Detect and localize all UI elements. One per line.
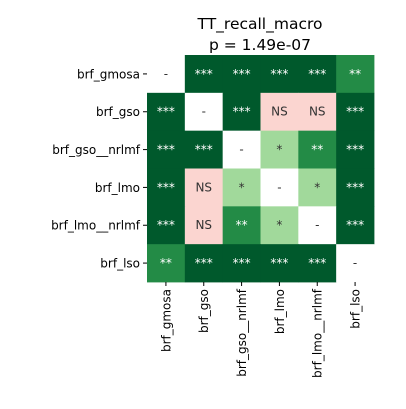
heatmap-cell-label: *** bbox=[157, 143, 175, 157]
heatmap-cell bbox=[336, 92, 375, 132]
heatmap-cell-label: NS bbox=[271, 105, 288, 119]
heatmap-cell bbox=[336, 206, 375, 245]
heatmap-cell bbox=[147, 130, 186, 169]
heatmap-cell bbox=[184, 244, 224, 283]
heatmap-cell-label: *** bbox=[157, 105, 175, 119]
heatmap-cell bbox=[298, 55, 337, 94]
column-tick-label: brf_lso bbox=[349, 289, 363, 329]
heatmap-cell bbox=[147, 92, 186, 132]
heatmap-cell bbox=[222, 92, 261, 132]
heatmap-cell-label: *** bbox=[157, 180, 175, 194]
heatmap-cell-label: *** bbox=[195, 143, 213, 157]
heatmap-cell bbox=[298, 168, 337, 207]
heatmap-cell-label: *** bbox=[233, 67, 251, 81]
heatmap-cell bbox=[336, 244, 375, 283]
heatmap-cell bbox=[260, 168, 299, 207]
heatmap-cell-label: *** bbox=[233, 256, 251, 270]
heatmap-cell-label: ** bbox=[236, 218, 248, 232]
heatmap-cell bbox=[298, 206, 337, 245]
heatmap-cell bbox=[260, 130, 299, 169]
heatmap-cell-label: *** bbox=[195, 67, 213, 81]
heatmap-cell bbox=[260, 244, 299, 283]
heatmap-cell-label: *** bbox=[270, 256, 288, 270]
heatmap-cell-label: ** bbox=[311, 143, 323, 157]
heatmap-cell bbox=[147, 206, 186, 245]
heatmap-cell bbox=[298, 244, 337, 283]
heatmap-cell-label: - bbox=[315, 218, 319, 232]
heatmap-cell bbox=[260, 92, 299, 132]
heatmap-cell bbox=[298, 92, 337, 132]
heatmap-cell-label: ** bbox=[349, 67, 361, 81]
row-tick-label: brf_gso bbox=[96, 105, 140, 119]
column-tick-label: brf_gso bbox=[197, 289, 211, 333]
heatmap-cell bbox=[222, 55, 261, 94]
heatmap-cell-label: * bbox=[314, 180, 320, 194]
heatmap-cell-label: - bbox=[277, 180, 281, 194]
heatmap-cell bbox=[147, 244, 186, 283]
heatmap-cell-label: *** bbox=[346, 143, 364, 157]
heatmap-cell bbox=[260, 55, 299, 94]
chart-title: TT_recall_macro bbox=[197, 15, 323, 34]
heatmap-cell-label: *** bbox=[346, 218, 364, 232]
heatmap-cell bbox=[336, 168, 375, 207]
heatmap-cell bbox=[222, 130, 261, 169]
heatmap-cell-label: * bbox=[239, 180, 245, 194]
heatmap-cell bbox=[147, 168, 186, 207]
row-tick-label: brf_lmo__nrlmf bbox=[51, 219, 141, 233]
heatmap-cell bbox=[184, 55, 224, 94]
heatmap-cell-label: *** bbox=[308, 67, 326, 81]
heatmap-cell bbox=[336, 55, 375, 94]
column-tick-label: brf_gmosa bbox=[159, 289, 173, 352]
heatmap-cell-label: * bbox=[276, 143, 282, 157]
heatmap-cell-label: - bbox=[202, 105, 206, 119]
row-tick-labels: brf_gmosa brf_gso brf_gso__nrlmf brf_lmobrf… bbox=[51, 67, 147, 271]
row-tick-label: brf_lmo bbox=[95, 181, 140, 195]
heatmap-cell-label: - bbox=[164, 67, 168, 81]
heatmap-cell bbox=[260, 206, 299, 245]
heatmap-cell bbox=[184, 168, 224, 207]
heatmap-cell bbox=[184, 206, 224, 245]
heatmap-cell bbox=[298, 130, 337, 169]
heatmap-cell-label: *** bbox=[270, 67, 288, 81]
heatmap-cell-label: - bbox=[353, 256, 357, 270]
heatmap-cell-label: *** bbox=[308, 256, 326, 270]
chart-subtitle: p = 1.49e-07 bbox=[209, 36, 311, 54]
heatmap-cell-label: ** bbox=[160, 256, 172, 270]
heatmap-cell bbox=[222, 206, 261, 245]
heatmap-cell-label: - bbox=[239, 143, 243, 157]
heatmap-cell-label: NS bbox=[195, 180, 212, 194]
row-tick-label: brf_gso__nrlmf bbox=[52, 143, 141, 157]
heatmap-cell-label: *** bbox=[157, 218, 175, 232]
heatmap-cell-label: NS bbox=[309, 105, 326, 119]
heatmap-cell-label: *** bbox=[346, 180, 364, 194]
heatmap-cell bbox=[222, 168, 261, 207]
heatmap-cell-label: *** bbox=[233, 105, 251, 119]
heatmap-cell-label: *** bbox=[195, 256, 213, 270]
heatmap-cell bbox=[184, 130, 224, 169]
heatmap-cells: - *** *** *** *** ***** - *** NS NS ****** *** - * ** *… bbox=[147, 55, 375, 283]
heatmap-cell-label: * bbox=[276, 218, 282, 232]
row-tick-label: brf_gmosa bbox=[77, 67, 140, 81]
column-tick-label: brf_lmo__nrlmf bbox=[311, 288, 325, 378]
heatmap-cell bbox=[222, 244, 261, 283]
column-tick-label: brf_lmo bbox=[273, 289, 287, 334]
column-tick-label: brf_gso__nrlmf bbox=[235, 288, 249, 377]
heatmap-cell bbox=[336, 130, 375, 169]
row-tick-label: brf_lso bbox=[100, 257, 140, 271]
heatmap-cell-label: NS bbox=[195, 218, 212, 232]
column-tick-labels: brf_gmosa brf_gso brf_gso__nrlmf brf_lmo brf… bbox=[159, 281, 363, 378]
heatmap-cell bbox=[184, 92, 224, 132]
heatmap-cell-label: *** bbox=[346, 105, 364, 119]
heatmap-cell bbox=[147, 55, 186, 94]
